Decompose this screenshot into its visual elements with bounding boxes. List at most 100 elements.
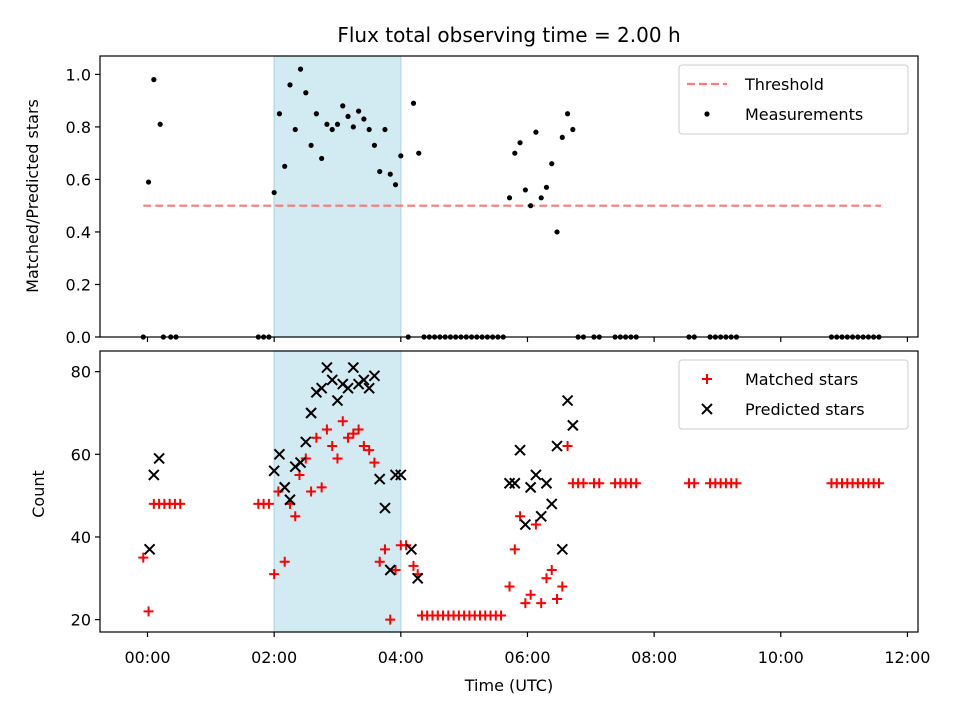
matched-stars-point xyxy=(369,457,380,468)
matched-stars-point xyxy=(536,598,547,609)
measurement-point xyxy=(522,187,528,193)
bottom-legend: Matched stars Predicted stars xyxy=(678,359,909,430)
legend-label: Predicted stars xyxy=(745,400,865,419)
measurement-point xyxy=(538,195,544,201)
matched-stars-point xyxy=(515,511,526,522)
predicted-stars-point xyxy=(411,572,424,584)
x-tick-label: 02:00 xyxy=(251,648,297,667)
matched-stars-point xyxy=(269,569,280,580)
matched-stars-point xyxy=(530,519,541,530)
measurement-point xyxy=(157,121,163,127)
matched-stars-point xyxy=(385,614,396,625)
predicted-stars-point xyxy=(556,543,569,556)
matched-stars-point xyxy=(408,560,419,571)
matched-stars-point xyxy=(578,478,589,489)
legend-predicted-swatch xyxy=(701,403,713,415)
matched-stars-point xyxy=(348,428,359,439)
matched-stars-point xyxy=(358,441,369,452)
matched-stars-point xyxy=(337,416,348,427)
measurement-point xyxy=(287,82,293,88)
y-tick-label: 0.2 xyxy=(66,275,91,294)
predicted-stars-point xyxy=(342,382,354,394)
measurement-point xyxy=(398,153,404,159)
matched-stars-point xyxy=(374,556,385,567)
matched-stars-point xyxy=(327,441,338,452)
measurement-point xyxy=(543,184,550,190)
y-tick-label: 0.0 xyxy=(66,328,91,347)
predicted-stars-point xyxy=(395,469,407,481)
matched-stars-point xyxy=(290,511,301,522)
predicted-stars-point xyxy=(363,382,375,394)
predicted-stars-point xyxy=(509,477,521,489)
predicted-stars-point xyxy=(373,473,386,485)
measurement-point xyxy=(549,161,555,167)
matched-stars-point xyxy=(175,498,186,509)
matched-stars-point xyxy=(364,445,375,456)
predicted-stars-point xyxy=(546,498,558,510)
matched-stars-point xyxy=(509,544,520,555)
matched-stars-point xyxy=(594,478,605,489)
measurement-point xyxy=(308,142,314,148)
predicted-stars-point xyxy=(284,494,296,506)
predicted-stars-point xyxy=(148,469,160,481)
predicted-stars-point xyxy=(305,407,317,419)
legend-box xyxy=(678,64,909,135)
measurement-point xyxy=(377,168,383,175)
axes-frame xyxy=(99,55,919,338)
matched-stars-point xyxy=(316,482,327,493)
predicted-stars-point xyxy=(268,465,280,477)
predicted-stars-point xyxy=(514,444,526,456)
legend-box xyxy=(678,359,909,430)
measurement-point xyxy=(506,195,513,201)
y-tick-label: 0.4 xyxy=(66,223,91,242)
predicted-stars-point xyxy=(535,510,547,523)
measurement-point xyxy=(151,77,157,83)
y-tick-label: 0.6 xyxy=(66,170,91,189)
matched-stars-point xyxy=(321,424,332,435)
y-tick-label: 40 xyxy=(71,528,91,547)
matched-stars-point xyxy=(552,593,563,604)
matched-stars-point xyxy=(496,610,507,621)
measurement-point xyxy=(345,113,351,120)
predicted-stars-point xyxy=(379,502,391,514)
matched-stars-point xyxy=(143,606,154,617)
matched-stars-point xyxy=(546,565,557,576)
measurement-point xyxy=(303,90,309,96)
predicted-stars-point xyxy=(321,361,333,374)
legend-label: Matched stars xyxy=(745,370,858,389)
series-predicted-stars xyxy=(143,361,579,584)
measurement-point xyxy=(329,126,335,133)
legend-label: Measurements xyxy=(745,105,863,124)
measurement-point xyxy=(554,229,560,235)
measurement-point xyxy=(564,111,571,117)
observing-window-band xyxy=(273,55,402,338)
measurement-point xyxy=(276,111,283,117)
measurement-point xyxy=(559,134,565,141)
measurement-point xyxy=(533,129,539,135)
y-tick-label: 20 xyxy=(71,611,91,630)
predicted-stars-point xyxy=(524,481,537,494)
predicted-stars-point xyxy=(294,456,307,469)
matched-stars-point xyxy=(263,498,274,509)
matched-stars-point xyxy=(353,424,364,435)
axes-frame xyxy=(99,350,919,633)
measurement-point xyxy=(528,203,534,209)
measurement-point xyxy=(271,189,277,196)
measurement-point xyxy=(410,100,417,106)
matched-stars-point xyxy=(525,589,536,600)
matched-stars-point xyxy=(306,486,317,497)
predicted-stars-point xyxy=(153,452,165,465)
y-tick-label: 1.0 xyxy=(66,65,91,84)
measurement-point xyxy=(382,126,388,133)
top-panel: 0.0 0.2 0.4 0.6 0.8 1.0 xyxy=(66,55,919,347)
bottom-panel: 20 40 60 80 00:00 02:00 04:00 06:00 08:00 10:00 12… xyxy=(71,350,930,667)
legend-label: Threshold xyxy=(744,75,824,94)
x-axis-label: Time (UTC) xyxy=(464,676,553,695)
top-legend: Threshold Measurements xyxy=(678,64,909,135)
chart-title: Flux total observing time = 2.00 h xyxy=(337,23,680,47)
predicted-stars-point xyxy=(551,440,563,452)
x-tick-label: 10:00 xyxy=(758,648,804,667)
predicted-stars-point xyxy=(273,448,286,461)
measurement-point xyxy=(350,124,356,130)
